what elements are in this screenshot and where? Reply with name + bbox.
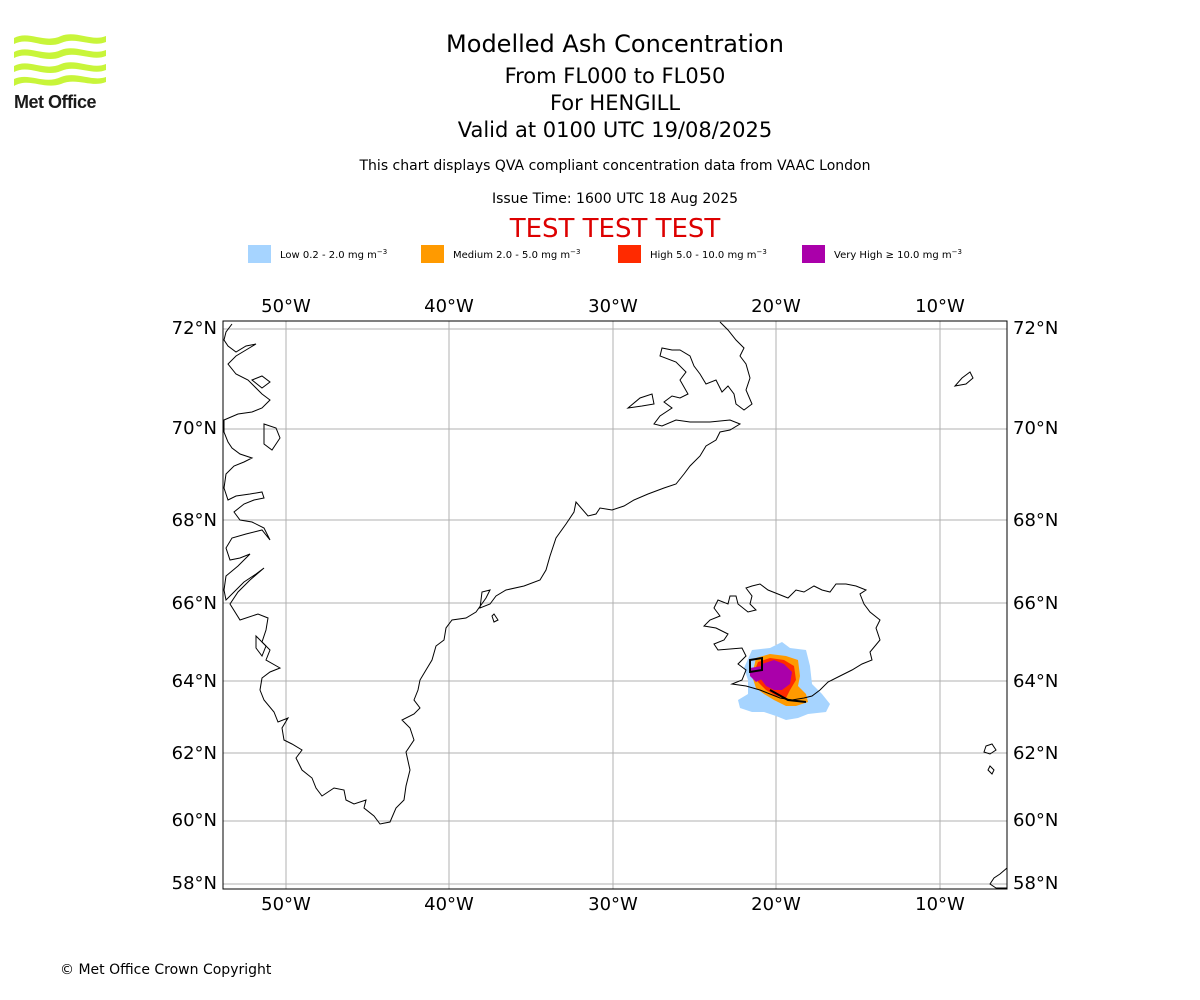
greenland-island xyxy=(626,393,655,409)
lat-label: 60°N xyxy=(172,810,217,831)
test-banner: TEST TEST TEST xyxy=(509,214,721,244)
lon-label: 10°W xyxy=(915,894,965,915)
legend-item-high: High 5.0 - 10.0 mg m−3 xyxy=(618,244,767,264)
legend-item-very-high: Very High ≥ 10.0 mg m−3 xyxy=(802,244,962,264)
lat-label: 68°N xyxy=(1013,510,1058,531)
lat-label: 58°N xyxy=(1013,873,1058,894)
coastlines xyxy=(223,321,1008,889)
lon-label: 30°W xyxy=(588,296,638,317)
legend-swatch-very-high xyxy=(802,245,825,263)
iceland-coastline xyxy=(702,583,881,701)
lon-label: 50°W xyxy=(261,296,311,317)
map-frame xyxy=(222,320,1008,890)
compliance-note: This chart displays QVA compliant concen… xyxy=(359,158,871,174)
faroe-islands-coastline xyxy=(983,743,997,755)
lon-label: 20°W xyxy=(751,296,801,317)
legend-unit-exponent: −3 xyxy=(570,247,581,256)
lon-label: 30°W xyxy=(588,894,638,915)
lat-label: 72°N xyxy=(172,318,217,339)
legend-label-low: Low 0.2 - 2.0 mg m xyxy=(280,249,377,261)
lat-label: 58°N xyxy=(172,873,217,894)
lon-label: 10°W xyxy=(915,296,965,317)
lat-label: 72°N xyxy=(1013,318,1058,339)
gridlines xyxy=(223,321,1007,889)
lon-labels-top: 50°W 40°W 30°W 20°W 10°W xyxy=(261,296,965,317)
greenland-island xyxy=(251,375,271,389)
lat-label: 66°N xyxy=(172,593,217,614)
lat-label: 62°N xyxy=(172,743,217,764)
issue-time: Issue Time: 1600 UTC 18 Aug 2025 xyxy=(491,191,739,207)
jan-mayen-coastline xyxy=(953,371,974,387)
greenland-island xyxy=(255,634,267,658)
lat-label: 70°N xyxy=(1013,418,1058,439)
legend-item-low: Low 0.2 - 2.0 mg m−3 xyxy=(248,244,387,264)
lat-label: 70°N xyxy=(172,418,217,439)
volcano-name: For HENGILL xyxy=(549,91,681,115)
legend-label-high: High 5.0 - 10.0 mg m xyxy=(650,249,757,261)
greenland-island xyxy=(263,423,281,451)
lon-label: 20°W xyxy=(751,894,801,915)
ash-contour-very-high xyxy=(760,660,792,690)
legend-label-medium: Medium 2.0 - 5.0 mg m xyxy=(453,249,571,261)
lat-labels-left: 72°N 70°N 68°N 66°N 64°N 62°N 60°N 58°N xyxy=(172,318,217,894)
lat-label: 62°N xyxy=(1013,743,1058,764)
scotland-coastline xyxy=(989,867,1008,889)
lon-label: 40°W xyxy=(424,894,474,915)
chart-title: Modelled Ash Concentration xyxy=(446,30,784,58)
lat-label: 66°N xyxy=(1013,593,1058,614)
legend-swatch-medium xyxy=(421,245,444,263)
legend-unit-exponent: −3 xyxy=(756,247,767,256)
lat-label: 60°N xyxy=(1013,810,1058,831)
greenland-island xyxy=(491,613,499,623)
lat-labels-right: 72°N 70°N 68°N 66°N 64°N 62°N 60°N 58°N xyxy=(1013,318,1058,894)
lat-label: 64°N xyxy=(172,671,217,692)
logo-text: Met Office xyxy=(14,92,97,112)
valid-time: Valid at 0100 UTC 19/08/2025 xyxy=(457,118,773,142)
legend-swatch-low xyxy=(248,245,271,263)
faroe-islands-coastline xyxy=(987,765,995,775)
greenland-coastline xyxy=(223,321,753,825)
lon-labels-bottom: 50°W 40°W 30°W 20°W 10°W xyxy=(261,894,965,915)
legend-label-very-high: Very High ≥ 10.0 mg m xyxy=(834,249,952,261)
lat-label: 64°N xyxy=(1013,671,1058,692)
legend-swatch-high xyxy=(618,245,641,263)
lat-label: 68°N xyxy=(172,510,217,531)
volcano-marker xyxy=(749,656,807,703)
legend-unit-exponent: −3 xyxy=(376,247,388,256)
flight-level-range: From FL000 to FL050 xyxy=(504,64,726,88)
lon-label: 40°W xyxy=(424,296,474,317)
legend-item-medium: Medium 2.0 - 5.0 mg m−3 xyxy=(421,244,580,264)
legend-unit-exponent: −3 xyxy=(951,247,962,256)
copyright-notice: © Met Office Crown Copyright xyxy=(60,962,272,978)
lon-label: 50°W xyxy=(261,894,311,915)
met-office-logo xyxy=(14,34,106,86)
